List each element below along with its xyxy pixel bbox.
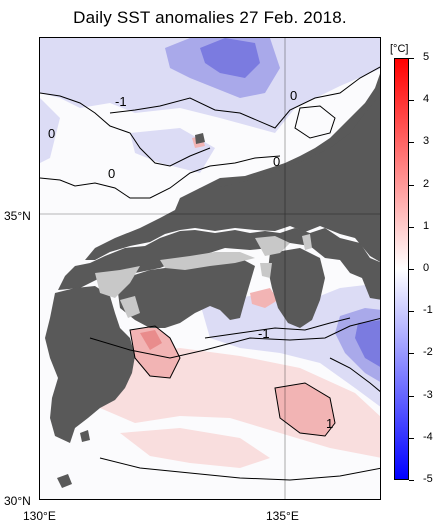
contour-label: -1 [258,326,270,341]
graticule [40,38,380,499]
land-island-a [57,474,72,488]
contour-label: 0 [48,126,55,141]
contour-line-north-loop [294,105,336,139]
colorbar-tick-mark [409,100,414,102]
colorbar-tick-label: 2 [423,177,430,190]
contour-label-group: -1 0 0 0 0 -1 1 [48,88,333,431]
contour-line-south-neg [204,317,351,339]
inland-sea-central [160,252,255,270]
colorbar-tick-mark [409,226,414,228]
colorbar-tick-mark [409,269,414,270]
colorbar-unit: [°C] [390,43,409,55]
contour-label: 0 [273,154,280,169]
colorbar-tick-label: 3 [423,135,430,148]
land-kii [268,248,325,328]
land-honshu-body [85,95,380,262]
colorbar-tick-mark [409,58,414,59]
colorbar-tick-label: 4 [423,93,430,106]
lon-label-130e: 130°E [23,509,56,523]
contour-line-kyushu [129,325,181,379]
landmass [45,73,380,488]
colorbar-tick-mark [409,480,414,481]
neg-anomaly-west [40,98,60,163]
pos-anomaly-kyushu-core [140,330,162,350]
land-kyushu [45,286,135,443]
contour-line-southeast [329,357,380,392]
colorbar-tick-mark [409,353,414,355]
colorbar-tick-mark [409,184,414,186]
pos-anomaly-kyushu [130,326,180,378]
osaka-bay-gray [260,263,272,278]
bungo-channel [120,296,140,318]
neg-anomaly-southeast [200,283,380,407]
anomaly-fields [40,38,380,468]
lake-biwa [302,234,312,250]
colorbar-tick-label: -2 [423,346,433,359]
colorbar-tick-mark [409,311,414,313]
pos-anomaly-south-warm [120,428,270,468]
inland-sea [95,234,312,318]
colorbar [394,58,409,480]
lon-label-135e: 135°E [266,509,299,523]
neg-anomaly-southeast-deep [355,320,380,367]
contour-line-north-zero [40,155,281,199]
sst-map-svg: -1 0 0 0 0 -1 1 [40,38,380,499]
colorbar-tick-mark [409,142,414,144]
inland-sea-east [255,236,290,256]
colorbar-tick-label: -1 [423,304,433,317]
contour-label: 0 [108,166,115,181]
lat-label-30n: 30°N [4,494,31,508]
colorbar-tick-label: 5 [423,51,430,63]
contour-line-far-south [99,457,380,481]
colorbar-tick-label: 1 [423,219,430,232]
land-island-c [80,430,90,442]
pos-anomaly-southeast [275,383,335,436]
contour-label: 0 [290,88,297,103]
colorbar-tick-mark [409,395,414,397]
colorbar-tick-label: -5 [423,473,433,485]
contour-line-north-zero-b [40,92,211,167]
colorbar-tick-label: -4 [423,430,433,443]
map-title: Daily SST anomalies 27 Feb. 2018. [73,8,347,27]
pos-anomaly-osaka-bay [250,288,278,308]
contour-label: -1 [115,94,127,109]
colorbar-tick-mark [409,437,414,439]
contour-line-north-neg [109,66,380,129]
contour-lines [40,66,380,481]
contour-label: 1 [326,416,333,431]
land-honshu [58,228,380,300]
contour-line-south-pos [274,382,336,437]
inland-sea-west [95,266,140,298]
contour-line-south-zero [89,317,380,359]
lat-label-35n: 35°N [4,209,31,223]
sst-map: -1 0 0 0 0 -1 1 [39,37,381,500]
land-shikoku [118,258,255,328]
land-island-b [195,133,205,144]
colorbar-tick-label: -3 [423,388,433,401]
colorbar-tick-label: 0 [423,262,430,274]
neg-anomaly-north-deep [200,38,260,78]
